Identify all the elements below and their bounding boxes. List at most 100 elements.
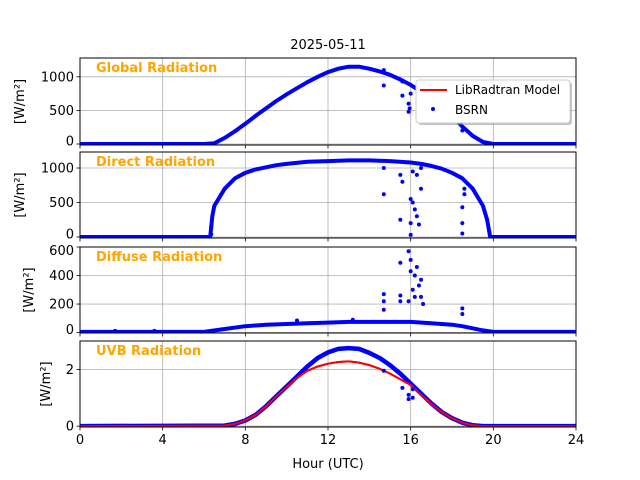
bsrn-point [398, 217, 403, 222]
y-tick-label: 200 [49, 298, 74, 313]
y-axis-label: [W/m²] [39, 361, 54, 406]
y-tick-label: 1000 [41, 162, 74, 177]
bsrn-point [419, 294, 423, 299]
y-tick-label: 600 [49, 244, 74, 259]
bsrn-point [406, 249, 411, 254]
bsrn-point [460, 231, 465, 236]
bsrn-point [400, 179, 405, 184]
bsrn-point [421, 302, 426, 307]
x-tick-label: 20 [485, 433, 502, 448]
bsrn-point [460, 312, 465, 317]
bsrn-point [152, 328, 157, 333]
plot-area [80, 158, 576, 238]
bsrn-point [381, 68, 386, 73]
bsrn-point [460, 221, 465, 226]
x-axis-label: Hour (UTC) [292, 457, 363, 472]
bsrn-point [408, 269, 413, 274]
x-tick-label: 0 [76, 433, 84, 448]
bsrn-point [414, 264, 419, 269]
bsrn-point [295, 318, 299, 323]
bsrn-point [408, 257, 413, 262]
bsrn-point [400, 93, 405, 98]
bsrn-point [408, 221, 413, 226]
bsrn-point [381, 368, 386, 373]
bsrn-point [416, 222, 421, 227]
legend-label-bsrn: BSRN [455, 103, 488, 117]
bsrn-point [398, 293, 403, 298]
bsrn-point [419, 277, 423, 282]
bsrn-point [400, 79, 405, 84]
bsrn-point [419, 186, 423, 191]
legend: LibRadtran Model BSRN [415, 79, 572, 125]
bsrn-point [209, 232, 214, 237]
panel-title: Diffuse Radiation [96, 250, 222, 265]
y-axis-label: [W/m²] [22, 267, 37, 312]
panel-diffuse-radiation: 0 200 400 600 Diffuse Radiation [W/m²] [22, 244, 577, 338]
bsrn-point [410, 287, 415, 292]
y-tick-label: 1000 [41, 70, 74, 85]
bsrn-point [406, 392, 411, 397]
bsrn-point [408, 91, 413, 96]
legend-bsrn-marker [431, 107, 435, 111]
bsrn-point [406, 397, 411, 402]
bsrn-series [80, 319, 576, 333]
x-tick-label: 8 [241, 433, 249, 448]
bsrn-point [406, 101, 411, 106]
panel-title: UVB Radiation [96, 344, 201, 359]
y-axis-label: [W/m²] [13, 79, 28, 124]
bsrn-point [410, 200, 415, 205]
bsrn-point [460, 128, 465, 133]
bsrn-point [381, 83, 386, 88]
chart-title: 2025-05-11 [290, 38, 366, 53]
model-line-overlay [80, 360, 576, 427]
bsrn-point [410, 395, 415, 400]
bsrn-point [209, 224, 214, 229]
bsrn-point [414, 172, 419, 177]
y-tick-label: 500 [49, 196, 74, 211]
x-tick-label: 24 [568, 433, 585, 448]
panel-title: Global Radiation [96, 61, 217, 76]
bsrn-point [412, 207, 417, 212]
bsrn-point [410, 387, 415, 392]
bsrn-point [381, 192, 386, 197]
bsrn-point [416, 283, 421, 288]
legend-box [415, 79, 571, 124]
bsrn-point [400, 385, 405, 390]
bsrn-point [381, 292, 386, 297]
panel-title: Direct Radiation [96, 155, 215, 170]
y-tick-label: 2 [66, 363, 74, 378]
bsrn-point [407, 106, 412, 111]
bsrn-point [412, 294, 417, 299]
y-axis-label: [W/m²] [13, 172, 28, 217]
bsrn-point [408, 197, 413, 202]
y-tick-label: 500 [49, 104, 74, 119]
bsrn-point [462, 192, 467, 197]
panel-direct-radiation: 0 500 1000 Direct Radiation [W/m²] [13, 151, 577, 242]
bsrn-point [381, 299, 386, 304]
y-tick-label: 0 [66, 134, 74, 149]
bsrn-point [460, 205, 465, 210]
bsrn-series [80, 158, 576, 238]
bsrn-point [406, 109, 411, 114]
bsrn-point [398, 299, 403, 304]
y-tick-label: 0 [66, 420, 74, 435]
y-tick-label: 0 [66, 323, 74, 338]
bsrn-point [406, 299, 411, 304]
bsrn-point [350, 317, 355, 322]
bsrn-point [381, 307, 386, 312]
y-tick-label: 400 [49, 269, 74, 284]
x-tick-label: 12 [320, 433, 337, 448]
plot-area [80, 345, 576, 427]
bsrn-point [412, 273, 417, 278]
bsrn-point [398, 172, 403, 177]
bsrn-point [419, 166, 423, 170]
x-tick-label: 4 [159, 433, 167, 448]
bsrn-point [414, 214, 419, 219]
x-tick-label: 16 [402, 433, 419, 448]
bsrn-point [398, 260, 403, 265]
bsrn-point [408, 232, 413, 237]
bsrn-point [113, 328, 118, 333]
y-tick-label: 0 [66, 227, 74, 242]
